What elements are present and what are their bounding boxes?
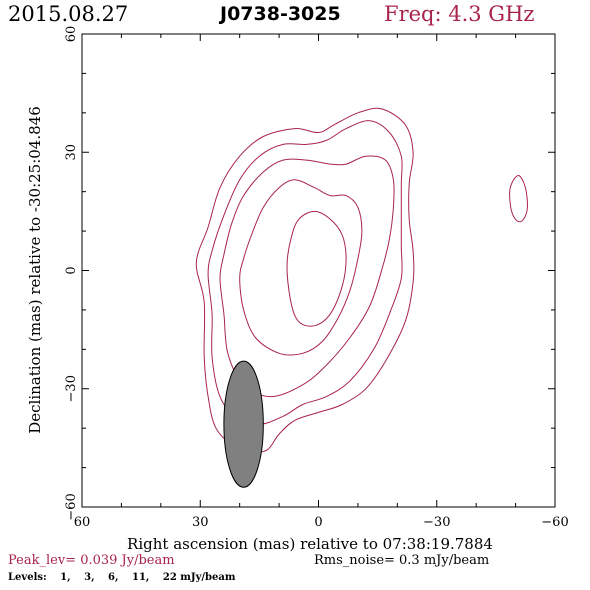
x-tick-label: 60 — [74, 515, 91, 530]
y-tick-label: −60 — [64, 493, 79, 520]
y-tick-label: −30 — [64, 375, 79, 402]
peak-level: Peak_lev= 0.039 Jy/beam — [8, 553, 175, 568]
contour-line — [239, 179, 363, 356]
frequency-label: Freq: 4.3 GHz — [384, 2, 535, 26]
y-tick-label: 30 — [64, 144, 79, 161]
contour-line — [509, 175, 528, 223]
y-axis-label: Declination (mas) relative to -30:25:04.… — [26, 106, 44, 434]
levels-label: Levels: — [8, 572, 47, 583]
rms-noise: Rms_noise= 0.3 mJy/beam — [314, 553, 490, 568]
source-name: J0738-3025 — [220, 3, 341, 25]
x-tick-label: 30 — [192, 515, 209, 530]
x-tick-label: −30 — [423, 515, 450, 530]
beam-ellipse — [223, 360, 264, 488]
y-tick-label: 60 — [64, 26, 79, 43]
level-value: 3, — [84, 572, 95, 583]
level-value: 6, — [108, 572, 119, 583]
contour-line — [286, 210, 347, 327]
level-value: 22 mJy/beam — [162, 572, 236, 583]
contour-line — [219, 155, 395, 398]
observation-date: 2015.08.27 — [8, 2, 129, 26]
x-axis-label: Right ascension (mas) relative to 07:38:… — [127, 535, 493, 553]
beam-layer — [223, 360, 264, 488]
contour-levels: Levels: 1, 3, 6, 11, 22 mJy/beam — [8, 572, 245, 583]
tick-layer — [81, 33, 556, 508]
x-tick-label: −60 — [541, 515, 568, 530]
plot-frame — [81, 33, 556, 508]
y-tick-label: 0 — [64, 266, 79, 274]
tick-label-layer: 60 30 0 −30 −60 −60 −30 0 30 60 — [64, 26, 569, 530]
level-value: 11, — [131, 572, 150, 583]
x-tick-label: 0 — [314, 515, 322, 530]
level-value: 1, — [60, 572, 71, 583]
